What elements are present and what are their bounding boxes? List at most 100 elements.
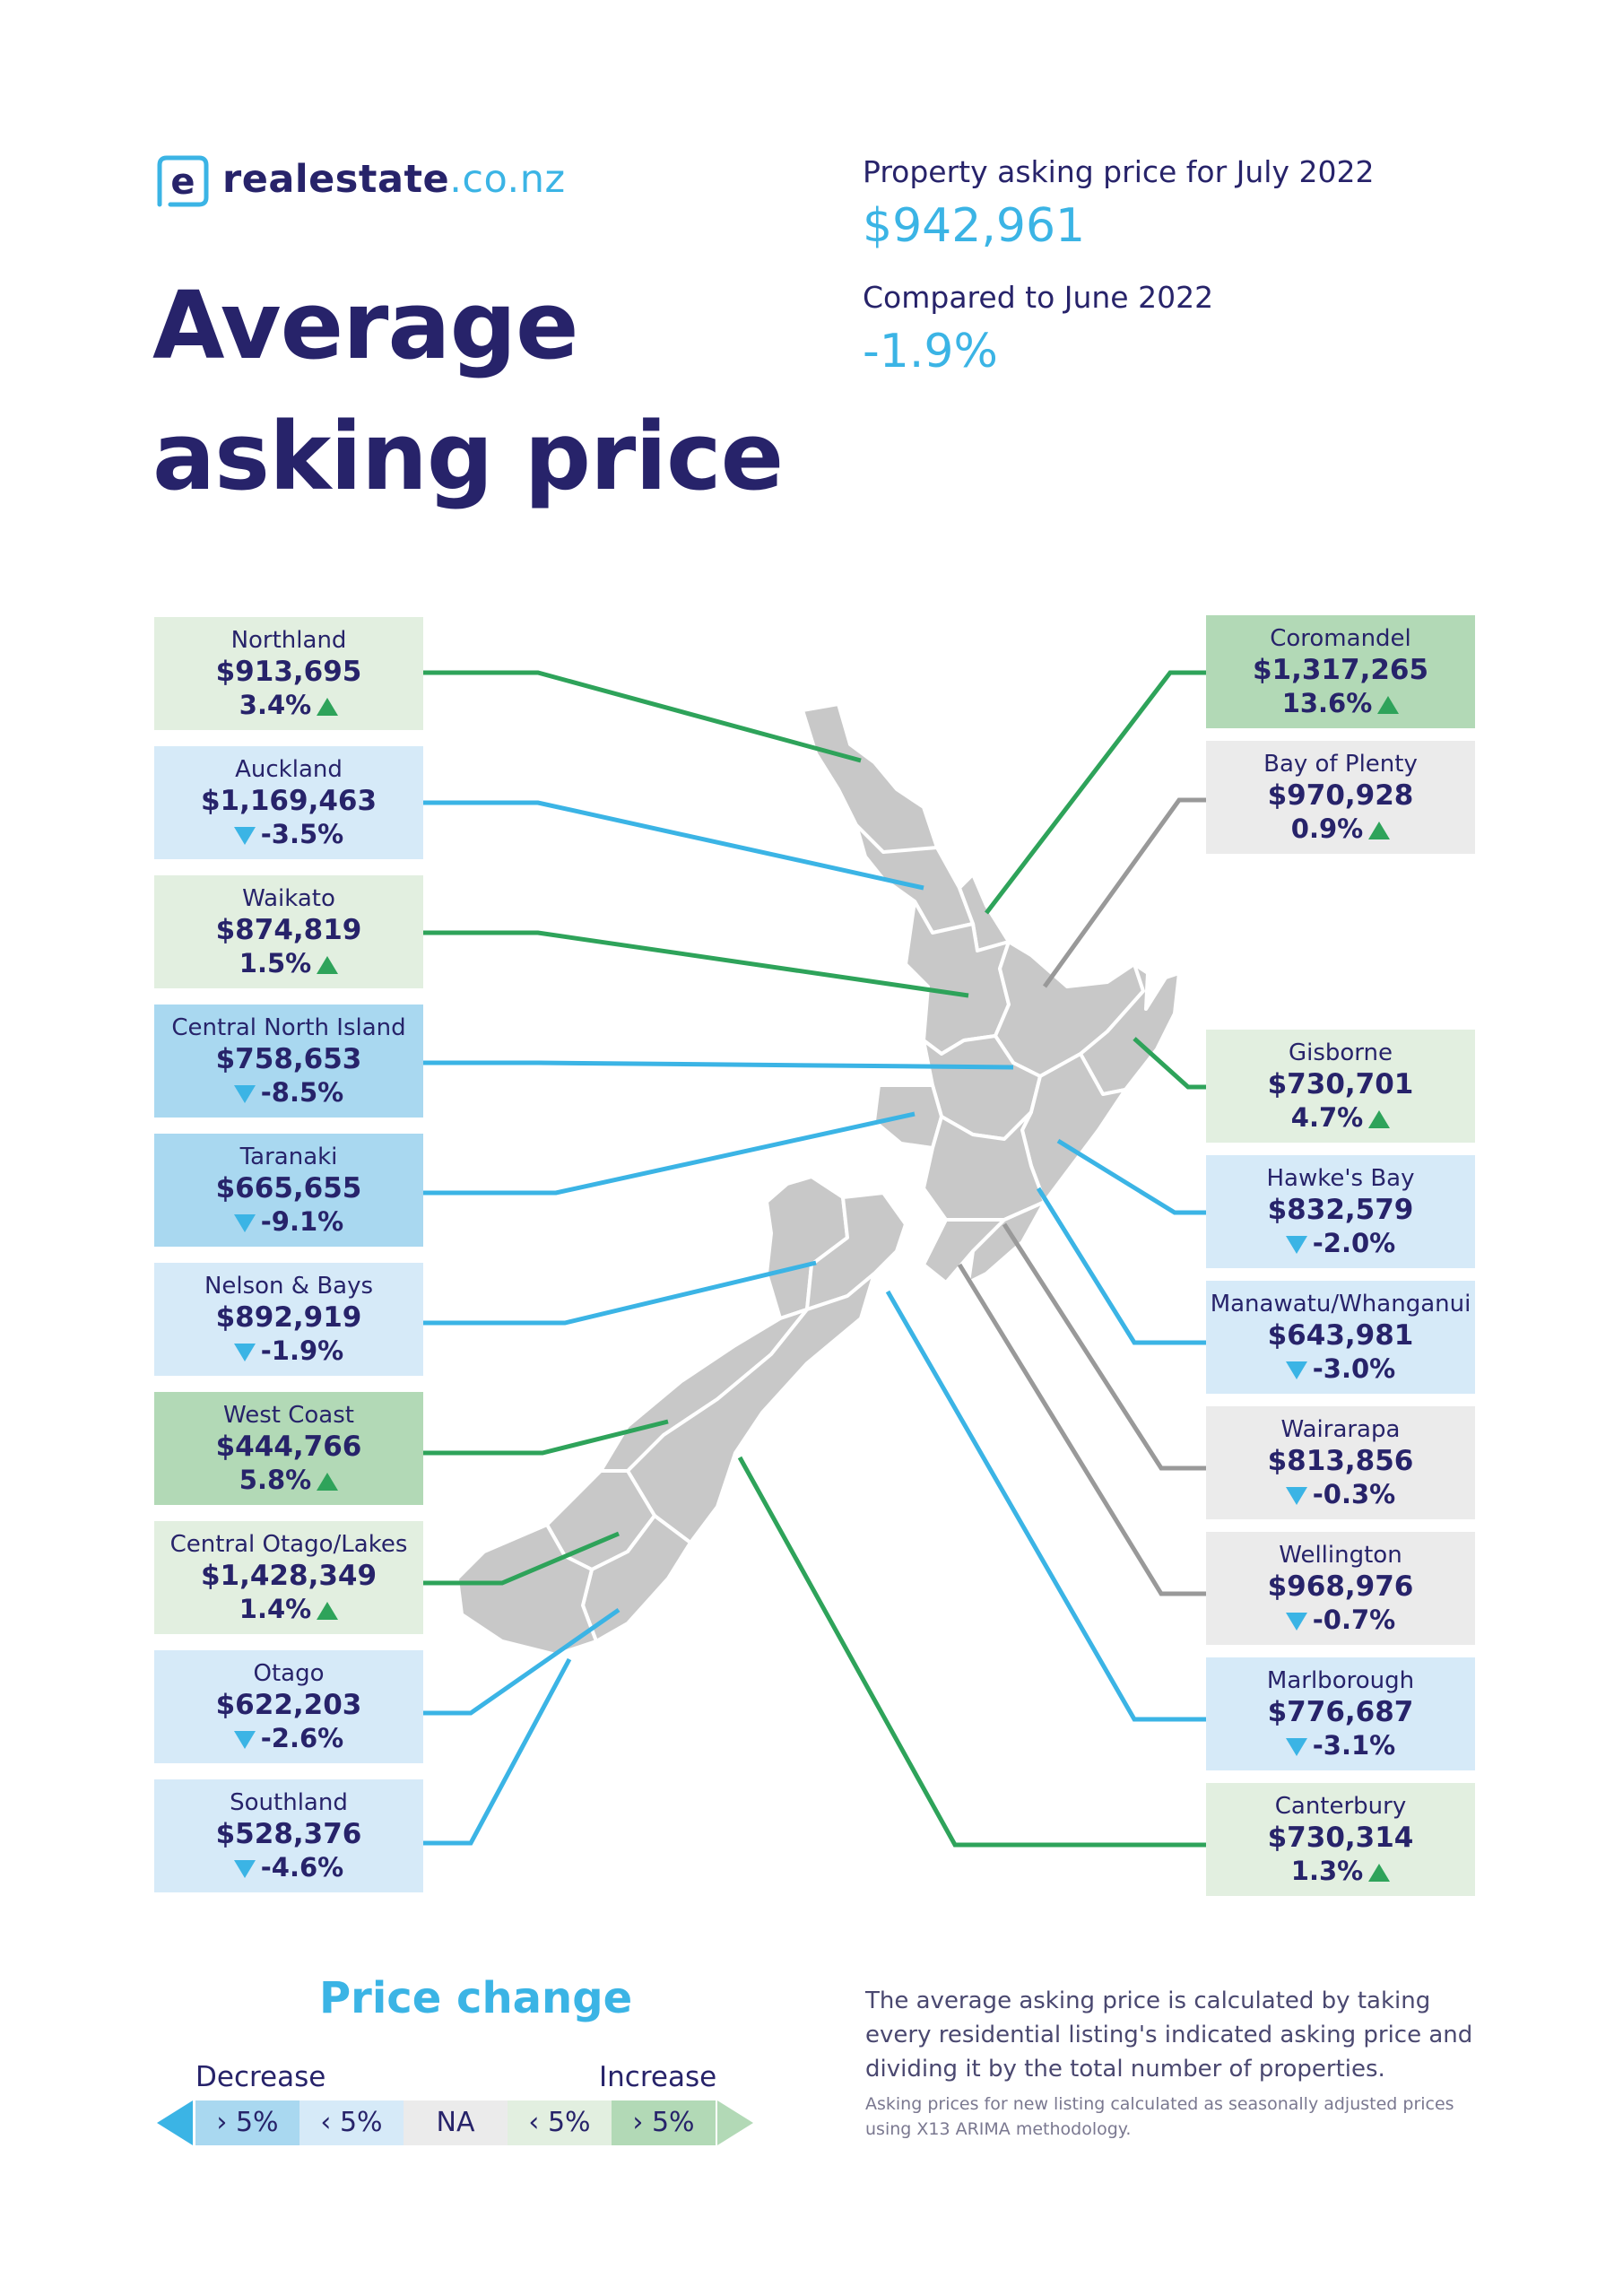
region-box: Coromandel $1,317,265 13.6% [1206, 615, 1475, 728]
region-change: -3.1% [1206, 1729, 1475, 1761]
down-triangle-icon [1285, 1613, 1307, 1631]
compare-value: -1.9% [863, 325, 998, 378]
region-change-value: -3.1% [1312, 1730, 1396, 1761]
region-change-value: 1.3% [1290, 1856, 1364, 1886]
realestate-logo-icon: e [157, 155, 209, 207]
down-triangle-icon [1285, 1361, 1307, 1379]
region-price: $643,981 [1267, 1319, 1414, 1352]
region-price: $1,317,265 [1252, 654, 1429, 686]
region-change: -0.7% [1206, 1604, 1475, 1636]
region-change-value: 4.7% [1290, 1102, 1364, 1133]
down-triangle-icon [233, 1731, 256, 1749]
line-otago [421, 1607, 621, 1716]
down-triangle-icon [233, 827, 256, 845]
region-name: Wairarapa [1280, 1416, 1401, 1443]
region-box: Wairarapa $813,856 -0.3% [1206, 1406, 1475, 1519]
region-price: $776,687 [1267, 1696, 1414, 1728]
line-wairarapa [1002, 1222, 1206, 1471]
region-price: $832,579 [1267, 1194, 1414, 1226]
line-cni [421, 1060, 1014, 1070]
region-name: Gisborne [1288, 1039, 1393, 1066]
legend-cell-increase-small: ‹ 5% [508, 2100, 612, 2145]
region-name: Hawke's Bay [1266, 1165, 1415, 1192]
region-change-value: -0.7% [1312, 1605, 1396, 1635]
line-nelson [421, 1260, 817, 1326]
region-change: 1.5% [154, 947, 423, 979]
region-change: -2.0% [1206, 1227, 1475, 1259]
region-box: Marlborough $776,687 -3.1% [1206, 1657, 1475, 1770]
region-change-value: -3.0% [1312, 1353, 1396, 1384]
region-name: Canterbury [1274, 1793, 1407, 1820]
region-box: Wellington $968,976 -0.7% [1206, 1532, 1475, 1645]
asking-price-value: $942,961 [863, 199, 1086, 253]
region-change-value: -4.6% [260, 1852, 344, 1883]
region-name: Southland [230, 1789, 348, 1816]
region-box: Northland $913,695 3.4% [154, 617, 423, 730]
down-triangle-icon [233, 1860, 256, 1878]
north-island-shape [801, 702, 1181, 1284]
region-box: Central North Island $758,653 -8.5% [154, 1004, 423, 1118]
region-change: 4.7% [1206, 1101, 1475, 1134]
brand-name: realestate.co.nz [222, 157, 566, 202]
region-price: $665,655 [215, 1172, 362, 1205]
region-change: -4.6% [154, 1851, 423, 1883]
region-price: $730,314 [1267, 1822, 1414, 1854]
line-gisborne [1133, 1037, 1206, 1090]
region-change: -1.9% [154, 1335, 423, 1367]
compare-label: Compared to June 2022 [863, 280, 1214, 315]
region-price: $1,169,463 [200, 785, 378, 817]
region-change-value: -2.0% [1312, 1228, 1396, 1258]
region-change: 13.6% [1206, 687, 1475, 719]
region-box: Southland $528,376 -4.6% [154, 1779, 423, 1892]
legend-cell-decrease-big: › 5% [195, 2100, 299, 2145]
up-triangle-icon [1377, 696, 1400, 714]
title-line-2: asking price [152, 402, 784, 511]
region-box: Waikato $874,819 1.5% [154, 875, 423, 988]
region-box: Taranaki $665,655 -9.1% [154, 1134, 423, 1247]
line-marlborough [885, 1290, 1206, 1722]
region-change-value: 3.4% [239, 690, 312, 720]
title-line-1: Average [152, 271, 579, 380]
line-northland [421, 670, 862, 763]
region-price: $892,919 [215, 1301, 362, 1334]
region-box: Otago $622,203 -2.6% [154, 1650, 423, 1763]
line-auckland [421, 800, 924, 891]
up-triangle-icon [317, 956, 339, 974]
region-change: -3.5% [154, 818, 423, 850]
region-name: Otago [253, 1660, 325, 1687]
line-southland [421, 1657, 572, 1846]
legend-title: Price change [319, 1973, 633, 2023]
region-box: West Coast $444,766 5.8% [154, 1392, 423, 1505]
up-triangle-icon [1368, 822, 1391, 839]
region-change: -3.0% [1206, 1352, 1475, 1385]
line-coromandel [985, 670, 1206, 915]
region-price: $874,819 [215, 914, 362, 946]
legend-cell-increase-big: › 5% [612, 2100, 716, 2145]
region-name: Northland [230, 627, 347, 654]
region-name: Auckland [235, 756, 343, 783]
region-change: -2.6% [154, 1722, 423, 1754]
legend-cell-na: NA [404, 2100, 508, 2145]
region-change-value: -2.6% [260, 1723, 344, 1753]
region-price: $913,695 [215, 656, 362, 688]
legend-cell-decrease-small: ‹ 5% [299, 2100, 404, 2145]
region-name: Marlborough [1266, 1667, 1415, 1694]
up-triangle-icon [1368, 1110, 1391, 1128]
region-box: Hawke's Bay $832,579 -2.0% [1206, 1155, 1475, 1268]
region-change-value: -8.5% [260, 1077, 344, 1108]
line-wellington [957, 1263, 1206, 1596]
line-waikato [421, 930, 969, 998]
line-westcoast [421, 1419, 669, 1456]
region-name: Manawatu/Whanganui [1210, 1291, 1471, 1318]
down-triangle-icon [1285, 1236, 1307, 1254]
region-price: $622,203 [215, 1689, 362, 1721]
line-bop [1042, 797, 1206, 988]
region-box: Bay of Plenty $970,928 0.9% [1206, 741, 1475, 854]
region-change: 1.4% [154, 1593, 423, 1625]
region-change: 5.8% [154, 1464, 423, 1496]
asking-price-label: Property asking price for July 2022 [863, 154, 1375, 189]
region-name: Wellington [1279, 1542, 1402, 1569]
region-price: $758,653 [215, 1043, 362, 1075]
region-box: Gisborne $730,701 4.7% [1206, 1030, 1475, 1143]
